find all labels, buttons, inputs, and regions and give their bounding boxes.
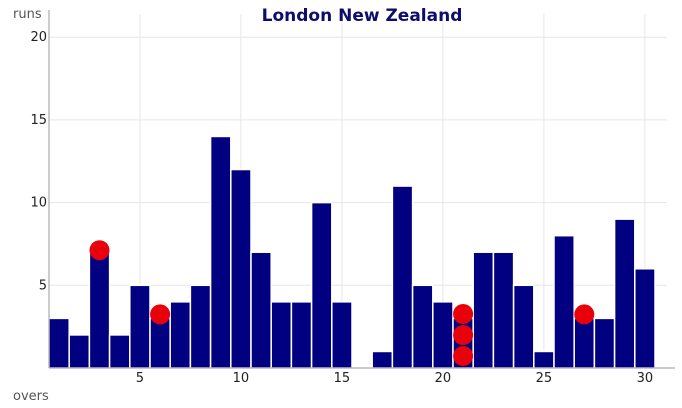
y-axis-label: runs	[13, 7, 42, 22]
bar-over-29	[613, 218, 636, 369]
bar-over-2	[68, 334, 91, 369]
x-tick-label: 30	[637, 371, 654, 386]
bar-over-14	[310, 201, 333, 369]
bar-over-15	[331, 301, 353, 369]
y-tick-label: 20	[30, 30, 47, 45]
bar-over-25	[533, 350, 555, 369]
x-tick-label: 5	[136, 371, 144, 386]
bar-over-10	[230, 168, 252, 369]
wicket-marker	[453, 325, 474, 345]
bar-over-3	[88, 251, 111, 369]
bar-over-7	[169, 301, 192, 369]
tick-labels: 5 10 15 20 25 30 5 10 15 20	[30, 30, 653, 386]
bar-over-23	[492, 251, 515, 369]
bar-over-20	[432, 301, 454, 369]
x-axis-label: overs	[13, 389, 49, 404]
y-tick-label: 5	[39, 278, 47, 293]
wicket-marker	[89, 240, 110, 261]
bar-over-30	[634, 268, 656, 369]
bar-over-28	[593, 317, 616, 369]
wicket-marker	[453, 304, 474, 324]
bar-over-18	[391, 185, 414, 369]
bar-over-8	[189, 284, 212, 369]
bar-over-9	[209, 135, 232, 369]
x-tick-label: 20	[435, 371, 452, 386]
axes	[48, 10, 675, 369]
bar-over-5	[129, 284, 151, 369]
bar-over-19	[411, 284, 434, 369]
bar-over-4	[108, 334, 131, 369]
chart-title: London New Zealand	[262, 6, 463, 26]
bar-over-6	[149, 317, 171, 369]
bar-over-22	[472, 251, 495, 369]
bar-over-27	[573, 317, 596, 369]
bar-over-24	[512, 284, 535, 369]
y-tick-label: 10	[30, 196, 47, 211]
bar-over-12	[270, 301, 293, 369]
y-tick-label: 15	[30, 113, 47, 128]
grid	[49, 14, 667, 368]
bars	[48, 135, 656, 369]
x-tick-label: 10	[233, 371, 250, 386]
wicket-marker	[453, 346, 474, 366]
bar-over-1	[48, 317, 70, 369]
wicket-markers	[89, 240, 595, 366]
x-tick-label: 15	[334, 371, 351, 386]
bar-over-11	[250, 251, 272, 369]
wicket-marker	[574, 304, 595, 325]
bar-over-26	[553, 234, 575, 369]
bar-over-13	[290, 301, 313, 369]
wicket-marker	[150, 304, 171, 325]
x-tick-label: 25	[536, 371, 553, 386]
bar-over-17	[371, 350, 394, 369]
